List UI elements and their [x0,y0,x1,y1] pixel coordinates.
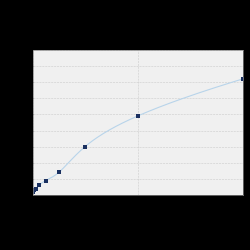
X-axis label: Rat Glutamate Receptor, Ionotropic, AMPA 1 (GRIA1)
Concentration (ng/ml): Rat Glutamate Receptor, Ionotropic, AMPA… [66,207,210,218]
Point [34,186,38,190]
Point [83,145,87,149]
Point [136,114,140,118]
Point [240,77,244,81]
Point [30,190,34,194]
Y-axis label: OD: OD [12,118,17,127]
Point [44,178,48,182]
Point [32,188,36,192]
Point [37,183,41,187]
Point [57,170,61,174]
